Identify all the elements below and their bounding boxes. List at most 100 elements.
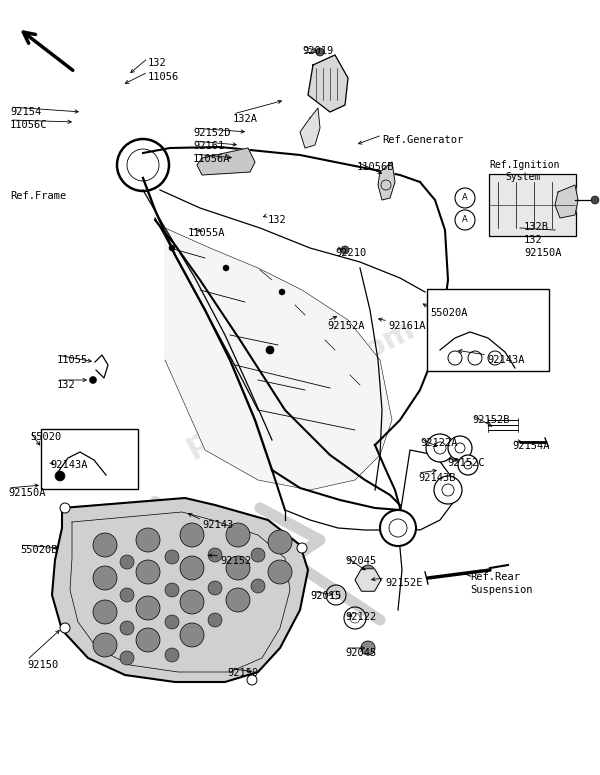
Circle shape bbox=[251, 548, 265, 562]
Text: 92152B: 92152B bbox=[472, 415, 509, 425]
Text: 92143A: 92143A bbox=[50, 460, 88, 470]
Text: Ref.Ignition: Ref.Ignition bbox=[489, 160, 560, 170]
FancyBboxPatch shape bbox=[489, 174, 576, 236]
Circle shape bbox=[120, 588, 134, 602]
Polygon shape bbox=[300, 108, 320, 148]
Text: 92150A: 92150A bbox=[8, 488, 46, 498]
Circle shape bbox=[165, 648, 179, 662]
Text: 92152E: 92152E bbox=[385, 578, 422, 588]
Text: 92154: 92154 bbox=[10, 107, 41, 117]
Text: A: A bbox=[462, 215, 468, 225]
Text: 55020B: 55020B bbox=[20, 545, 58, 555]
Circle shape bbox=[380, 510, 416, 546]
Polygon shape bbox=[355, 569, 381, 591]
Text: 92143B: 92143B bbox=[418, 473, 455, 483]
Text: 92152D: 92152D bbox=[193, 128, 230, 138]
Circle shape bbox=[268, 530, 292, 554]
Circle shape bbox=[93, 633, 117, 657]
Text: 92154A: 92154A bbox=[512, 441, 550, 451]
Circle shape bbox=[55, 471, 65, 481]
Circle shape bbox=[136, 528, 160, 552]
Text: 92152C: 92152C bbox=[447, 458, 485, 468]
Circle shape bbox=[136, 628, 160, 652]
Circle shape bbox=[208, 613, 222, 627]
Text: A: A bbox=[462, 194, 468, 202]
Text: 92152A: 92152A bbox=[327, 321, 365, 331]
Polygon shape bbox=[555, 185, 578, 218]
Text: 92122A: 92122A bbox=[420, 438, 458, 448]
Text: 92122: 92122 bbox=[345, 612, 376, 622]
Text: 92045: 92045 bbox=[345, 556, 376, 566]
Text: 11055A: 11055A bbox=[188, 228, 226, 238]
Circle shape bbox=[120, 621, 134, 635]
Circle shape bbox=[434, 476, 462, 504]
Circle shape bbox=[591, 196, 599, 204]
Text: 11056A: 11056A bbox=[193, 154, 230, 164]
Text: 11056C: 11056C bbox=[10, 120, 47, 130]
Circle shape bbox=[60, 623, 70, 633]
Circle shape bbox=[208, 581, 222, 595]
Text: 11055: 11055 bbox=[57, 355, 88, 365]
Circle shape bbox=[165, 615, 179, 629]
Text: Ref.Generator: Ref.Generator bbox=[382, 135, 463, 145]
Text: Ref.Frame: Ref.Frame bbox=[10, 191, 66, 201]
Circle shape bbox=[165, 550, 179, 564]
Circle shape bbox=[169, 245, 175, 251]
Circle shape bbox=[247, 675, 257, 685]
Text: Suspension: Suspension bbox=[470, 585, 533, 595]
Text: partsfiche.com: partsfiche.com bbox=[180, 315, 420, 460]
Circle shape bbox=[226, 523, 250, 547]
FancyBboxPatch shape bbox=[41, 429, 138, 489]
Text: 92161A: 92161A bbox=[388, 321, 425, 331]
Circle shape bbox=[208, 548, 222, 562]
Text: 132: 132 bbox=[148, 58, 167, 68]
Text: 92015: 92015 bbox=[310, 591, 341, 601]
Circle shape bbox=[93, 600, 117, 624]
Polygon shape bbox=[308, 55, 348, 112]
Text: 11056B: 11056B bbox=[357, 162, 395, 172]
Circle shape bbox=[165, 583, 179, 597]
Circle shape bbox=[89, 377, 97, 384]
Text: 132A: 132A bbox=[233, 114, 258, 124]
FancyBboxPatch shape bbox=[427, 289, 549, 371]
Text: 132B: 132B bbox=[524, 222, 549, 232]
Text: 132: 132 bbox=[57, 380, 76, 390]
Circle shape bbox=[223, 265, 229, 271]
Text: 92143: 92143 bbox=[202, 520, 233, 530]
Text: 55020: 55020 bbox=[30, 432, 61, 442]
Text: 92210: 92210 bbox=[335, 248, 366, 258]
Circle shape bbox=[180, 590, 204, 614]
Polygon shape bbox=[197, 148, 255, 175]
Circle shape bbox=[458, 455, 478, 475]
Circle shape bbox=[60, 503, 70, 513]
Text: 92161: 92161 bbox=[193, 141, 224, 151]
Circle shape bbox=[297, 543, 307, 553]
Text: 92150: 92150 bbox=[27, 660, 58, 670]
Text: 132: 132 bbox=[524, 235, 543, 245]
Text: 92150A: 92150A bbox=[524, 248, 562, 258]
Circle shape bbox=[120, 651, 134, 665]
Circle shape bbox=[455, 188, 475, 208]
Text: 11056: 11056 bbox=[148, 72, 179, 82]
Text: 92150: 92150 bbox=[227, 668, 258, 678]
Text: 92045: 92045 bbox=[345, 648, 376, 658]
Circle shape bbox=[226, 588, 250, 612]
Circle shape bbox=[180, 556, 204, 580]
Text: 92019: 92019 bbox=[302, 46, 333, 56]
Circle shape bbox=[268, 560, 292, 584]
Circle shape bbox=[361, 565, 375, 579]
Text: 92143A: 92143A bbox=[487, 355, 524, 365]
Circle shape bbox=[136, 596, 160, 620]
Circle shape bbox=[426, 434, 454, 462]
Polygon shape bbox=[378, 162, 395, 200]
Text: 132: 132 bbox=[268, 215, 287, 225]
Circle shape bbox=[316, 48, 324, 56]
Polygon shape bbox=[165, 228, 392, 490]
Polygon shape bbox=[52, 498, 308, 682]
Circle shape bbox=[93, 533, 117, 557]
Circle shape bbox=[341, 246, 349, 254]
Circle shape bbox=[136, 560, 160, 584]
Circle shape bbox=[93, 566, 117, 590]
Text: 92152: 92152 bbox=[220, 556, 251, 566]
Circle shape bbox=[180, 523, 204, 547]
